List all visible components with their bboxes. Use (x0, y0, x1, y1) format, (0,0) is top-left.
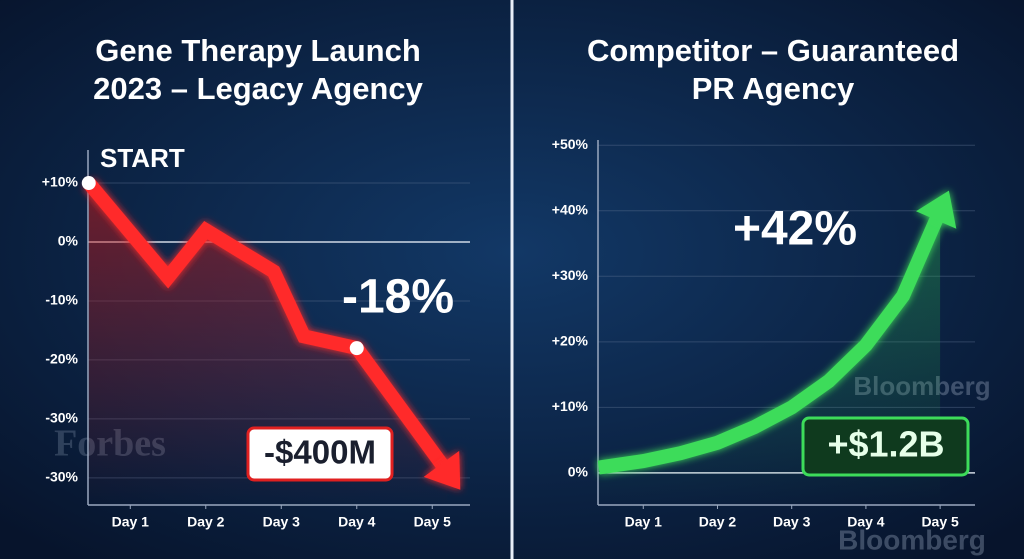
line (597, 208, 947, 475)
annotation-box (801, 416, 970, 477)
x-tick-label: Day 4 (338, 514, 376, 530)
y-tick-label: +10% (552, 398, 589, 414)
x-tick-label: Day 3 (263, 514, 301, 530)
y-tick-label: +10% (42, 174, 79, 190)
y-tick-label: -10% (45, 292, 78, 308)
x-tick-label: Day 5 (414, 514, 452, 530)
y-tick-label: +40% (552, 201, 589, 217)
y-tick-label: -20% (45, 351, 78, 367)
arrowhead (423, 450, 461, 490)
x-tick-label: Day 4 (847, 514, 885, 530)
annotation: +$1.2B (827, 424, 944, 465)
annotation: -18% (342, 271, 454, 324)
annotation-box (246, 426, 394, 482)
y-tick-label: 0% (568, 464, 589, 480)
area (88, 183, 448, 505)
annotation: -$400M (264, 434, 376, 471)
chart-title: Gene Therapy Launch 2023 – Legacy Agency (93, 33, 423, 106)
point-marker (81, 176, 96, 191)
y-tick-label: 0% (58, 233, 79, 249)
y-tick-label: +50% (552, 136, 589, 152)
point-marker (349, 341, 364, 356)
x-tick-label: Day 5 (921, 514, 959, 530)
annotation: +42% (733, 203, 857, 256)
watermark: Bloomberg (838, 524, 986, 555)
x-tick-label: Day 1 (625, 514, 663, 530)
x-tick-label: Day 3 (773, 514, 811, 530)
y-tick-label: -30% (45, 410, 78, 426)
x-tick-label: Day 2 (187, 514, 225, 530)
y-tick-label: +20% (552, 333, 589, 349)
y-tick-label: +30% (552, 267, 589, 283)
x-tick-label: Day 1 (112, 514, 150, 530)
annotation: START (100, 143, 185, 173)
y-tick-label: -30% (45, 469, 78, 485)
chart-title: Competitor – Guaranteed PR Agency (586, 33, 960, 106)
x-tick-label: Day 2 (699, 514, 737, 530)
arrowhead (916, 190, 957, 229)
